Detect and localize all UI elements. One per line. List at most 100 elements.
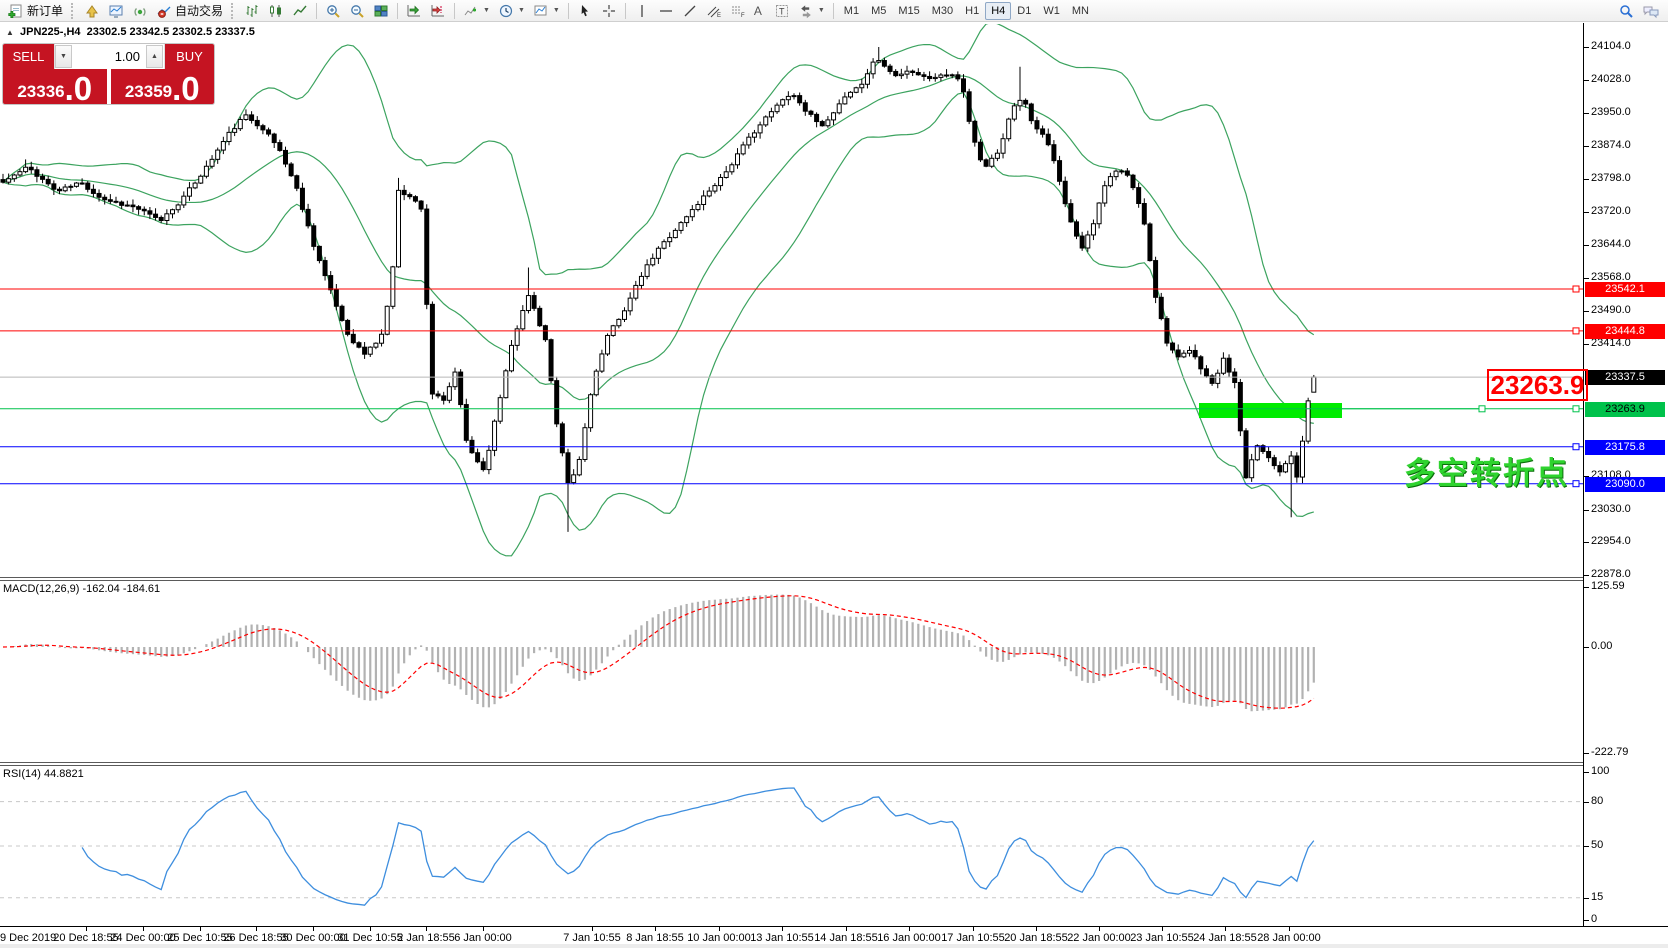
chart-shift-button[interactable] (426, 1, 450, 21)
rsi-scale-tick (1584, 920, 1589, 921)
search-button[interactable] (1614, 1, 1638, 21)
sell-button[interactable]: SELL (3, 44, 55, 69)
macd-pane-canvas[interactable] (0, 581, 1583, 762)
vline-tool-button[interactable] (630, 1, 654, 21)
timeframe-button-h1[interactable]: H1 (965, 4, 980, 17)
volume-value[interactable]: 1.00 (72, 45, 146, 68)
price-badge: 23444.8 (1585, 323, 1665, 339)
shapes-tool-button[interactable]: ▼ (794, 1, 829, 21)
price-tick-label: 23874.0 (1591, 139, 1631, 152)
price-tick (1584, 475, 1589, 477)
time-axis[interactable]: 9 Dec 2019 20 Dec 18:55 24 Dec 00:00 25 Dec… (0, 926, 1668, 948)
collapse-arrow-icon[interactable]: ▲ (6, 28, 14, 37)
rsi-pane-canvas[interactable] (0, 766, 1583, 926)
sell-price-main: 23336 (17, 82, 65, 101)
indicators-button[interactable]: ▼ (459, 1, 494, 21)
timeframe-button-m15[interactable]: M15 (898, 4, 920, 17)
timeframe-button-h4[interactable]: H4 (985, 1, 1012, 20)
tile-windows-button[interactable] (369, 1, 393, 21)
toolbar-grip[interactable] (71, 2, 76, 19)
time-axis-label: 14 Jan 18:55 (814, 932, 878, 944)
price-callout-label[interactable]: 23263.9 (1487, 369, 1588, 401)
timeframe-button-mn[interactable]: MN (1071, 4, 1089, 17)
volume-up-button[interactable]: ▲ (146, 45, 163, 68)
buy-price-button[interactable]: 23359.0 (110, 69, 214, 104)
new-order-icon (8, 4, 22, 18)
price-badge: 23337.5 (1585, 370, 1665, 386)
timeframe-button-m30[interactable]: M30 (931, 4, 954, 17)
fibonacci-tool-button[interactable]: F (726, 1, 750, 21)
market-depth-button[interactable] (80, 1, 104, 21)
sell-price-pips: .0 (64, 70, 93, 105)
label-tool-button[interactable]: T (770, 1, 794, 21)
time-tick (86, 927, 87, 931)
price-tick-label: 23490.0 (1591, 304, 1631, 317)
autotrade-button[interactable]: 自动交易 (152, 1, 227, 21)
chat-icon (1643, 6, 1659, 18)
zoom-out-button[interactable] (345, 1, 369, 21)
autotrade-icon (157, 6, 171, 18)
channel-tool-button[interactable]: E (702, 1, 726, 21)
text-tool-button[interactable]: A (750, 1, 770, 21)
auto-scroll-button[interactable] (402, 1, 426, 21)
main-chart-canvas[interactable] (0, 24, 1583, 580)
price-tick-label: 22878.0 (1591, 567, 1631, 580)
charts-button[interactable] (104, 1, 128, 21)
zoom-in-button[interactable] (321, 1, 345, 21)
cursor-tool-button[interactable] (573, 1, 597, 21)
signals-button[interactable] (128, 1, 152, 21)
time-axis-label: 10 Jan 00:00 (687, 932, 751, 944)
time-axis-label: 23 Jan 10:55 (1130, 932, 1194, 944)
bottom-strip (0, 944, 1668, 948)
time-tick (200, 927, 201, 931)
tile-windows-icon (374, 5, 388, 16)
price-tick (1584, 277, 1589, 279)
candles-chart-button[interactable] (264, 1, 288, 21)
timeframe-button-m1[interactable]: M1 (843, 4, 860, 17)
timeframe-button-w1[interactable]: W1 (1043, 4, 1060, 17)
price-tick (1584, 113, 1589, 115)
chart-shift-icon (431, 4, 445, 16)
hline-tool-button[interactable] (654, 1, 678, 21)
toolbar-grip[interactable] (231, 2, 236, 19)
time-tick (1289, 927, 1290, 931)
rsi-scale-tick (1584, 897, 1589, 899)
price-badge: 23542.1 (1585, 281, 1665, 297)
timeframe-button-d1[interactable]: D1 (1017, 4, 1032, 17)
time-axis-label: 16 Jan 00:00 (877, 932, 941, 944)
time-axis-label: 8 Jan 18:55 (626, 932, 684, 944)
timeframe-button-m5[interactable]: M5 (871, 4, 887, 17)
bars-chart-button[interactable] (240, 1, 264, 21)
trendline-tool-button[interactable] (678, 1, 702, 21)
templates-button[interactable]: ▼ (529, 1, 564, 21)
price-tick-label: 22954.0 (1591, 535, 1631, 548)
buy-button[interactable]: BUY (164, 44, 214, 69)
time-axis-label: 17 Jan 10:55 (941, 932, 1005, 944)
one-click-trading-panel: SELL ▼ 1.00 ▲ BUY 23336.0 23359.0 (2, 43, 215, 105)
time-tick (1099, 927, 1100, 931)
bars-chart-icon (246, 4, 258, 17)
chat-button[interactable] (1638, 1, 1664, 21)
rsi-splitter[interactable] (0, 762, 1668, 766)
macd-splitter[interactable] (0, 577, 1668, 581)
time-axis-label: 6 Jan 00:00 (454, 932, 512, 944)
sell-price-button[interactable]: 23336.0 (3, 69, 107, 105)
crosshair-icon (602, 4, 615, 17)
macd-scale-tick (1584, 587, 1589, 588)
chart-title: JPN225-,H4 23302.5 23342.5 23302.5 23337… (20, 26, 255, 38)
svg-text:F: F (741, 13, 745, 19)
new-order-button[interactable]: 新订单 (4, 1, 67, 21)
price-axis[interactable]: 24104.0 24028.0 23950.0 23874.0 23798.0 23720… (1584, 23, 1668, 943)
price-tick-label: 24104.0 (1591, 40, 1631, 52)
time-tick (782, 927, 783, 931)
periods-button[interactable]: ▼ (494, 1, 529, 21)
crosshair-tool-button[interactable] (597, 1, 621, 21)
price-tick-label: 23414.0 (1591, 337, 1631, 350)
volume-down-button[interactable]: ▼ (55, 45, 72, 68)
line-chart-button[interactable] (288, 1, 312, 21)
price-tick (1584, 245, 1589, 247)
chinese-annotation[interactable]: 多空转折点 (1404, 456, 1569, 491)
volume-stepper: ▼ 1.00 ▲ (55, 44, 163, 69)
price-tick (1584, 542, 1589, 544)
